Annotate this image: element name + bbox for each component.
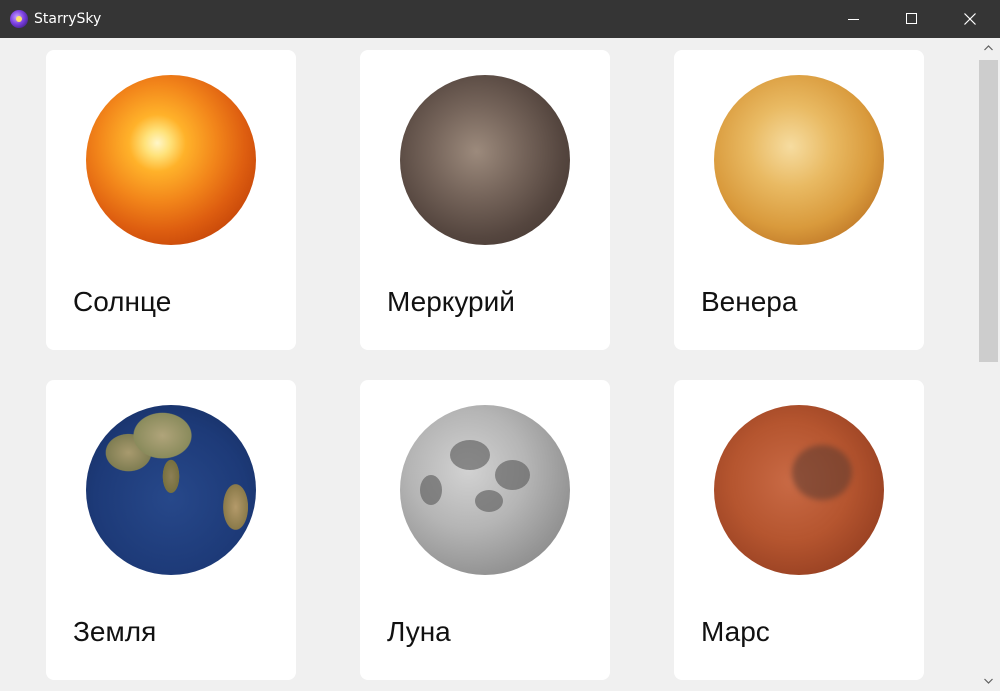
minimize-icon: [848, 19, 859, 20]
sun-image: [86, 75, 256, 245]
close-button[interactable]: [947, 0, 993, 38]
window-title: StarrySky: [34, 11, 102, 27]
maximize-icon: [906, 13, 917, 24]
mercury-image: [400, 75, 570, 245]
chevron-up-icon: [984, 45, 993, 51]
venus-image: [714, 75, 884, 245]
planet-name: Венера: [701, 286, 798, 317]
vertical-scrollbar[interactable]: [977, 38, 1000, 691]
planet-card-moon[interactable]: Луна: [360, 380, 610, 680]
scroll-thumb[interactable]: [979, 60, 998, 362]
planet-name: Марс: [701, 616, 770, 647]
planet-card-earth[interactable]: Земля: [46, 380, 296, 680]
mars-image: [714, 405, 884, 575]
app-icon: [10, 10, 28, 28]
planet-name: Луна: [387, 616, 451, 647]
minimize-button[interactable]: [831, 0, 877, 38]
planet-card-mercury[interactable]: Меркурий: [360, 50, 610, 350]
close-icon: [964, 13, 976, 25]
scroll-up-button[interactable]: [977, 38, 1000, 58]
chevron-down-icon: [984, 678, 993, 684]
moon-image: [400, 405, 570, 575]
scroll-down-button[interactable]: [977, 671, 1000, 691]
planet-grid: Солнце Меркурий Венера Земля Луна Марс: [0, 38, 977, 691]
planet-card-mars[interactable]: Марс: [674, 380, 924, 680]
maximize-button[interactable]: [889, 0, 935, 38]
planet-name: Солнце: [73, 286, 172, 317]
earth-image: [86, 405, 256, 575]
planet-name: Меркурий: [387, 286, 515, 317]
title-bar[interactable]: StarrySky: [0, 0, 1000, 38]
planet-card-sun[interactable]: Солнце: [46, 50, 296, 350]
planet-card-venus[interactable]: Венера: [674, 50, 924, 350]
planet-name: Земля: [73, 616, 157, 647]
